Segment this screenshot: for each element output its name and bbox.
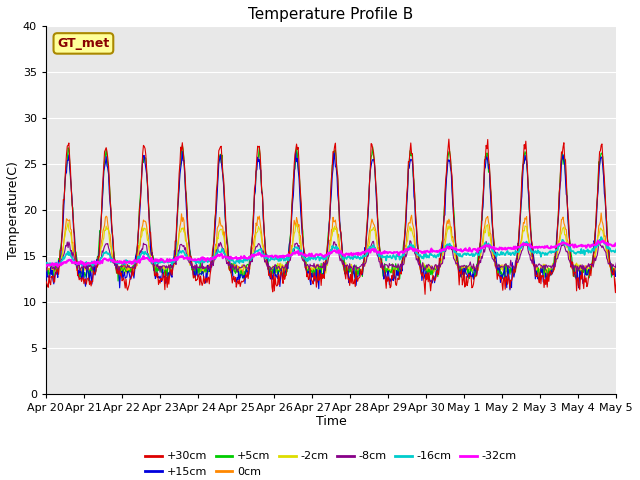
Text: GT_met: GT_met <box>58 37 109 50</box>
Title: Temperature Profile B: Temperature Profile B <box>248 7 413 22</box>
Legend: +30cm, +15cm, +5cm, 0cm, -2cm, -8cm, -16cm, -32cm: +30cm, +15cm, +5cm, 0cm, -2cm, -8cm, -16… <box>141 447 521 480</box>
Y-axis label: Temperature(C): Temperature(C) <box>7 161 20 259</box>
X-axis label: Time: Time <box>316 415 346 429</box>
